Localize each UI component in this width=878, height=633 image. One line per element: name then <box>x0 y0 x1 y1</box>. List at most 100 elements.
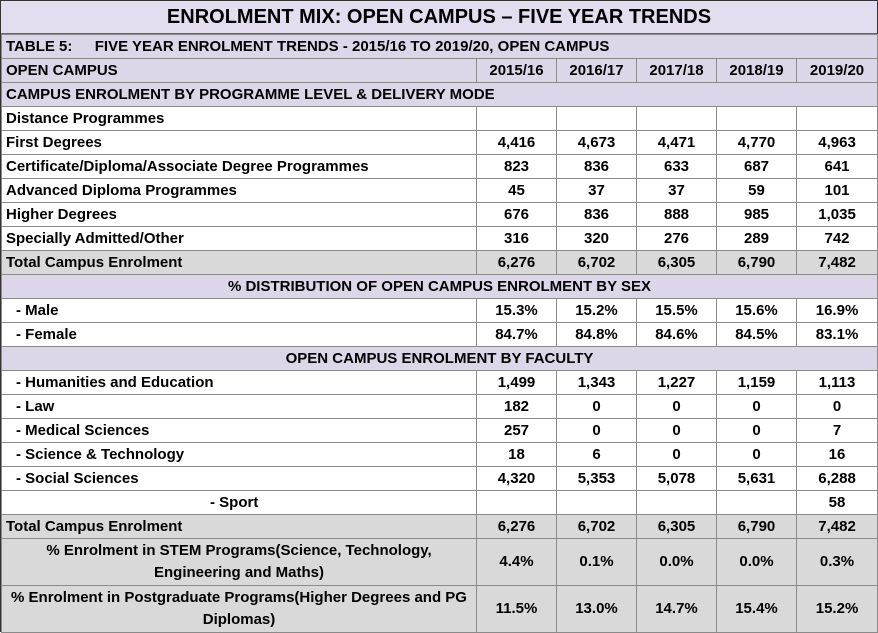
row-label: - Medical Sciences <box>1 418 477 443</box>
row-label: - Sport <box>1 490 477 515</box>
table-caption-text: FIVE YEAR ENROLMENT TRENDS - 2015/16 TO … <box>94 38 610 55</box>
value-cell: 1,343 <box>556 370 637 395</box>
value-cell: 0 <box>636 418 717 443</box>
value-cell: 0 <box>636 394 717 419</box>
value-cell: 15.2% <box>795 585 878 633</box>
row-label: - Female <box>1 322 477 347</box>
value-cell: 676 <box>476 202 557 227</box>
row-label: Specially Admitted/Other <box>1 226 477 251</box>
value-cell: 4,471 <box>636 130 717 155</box>
value-cell: 0 <box>716 394 797 419</box>
table-row: - Social Sciences 4,320 5,353 5,078 5,631 6,2… <box>1 466 878 491</box>
value-cell: 58 <box>795 490 878 515</box>
value-cell: 18 <box>476 442 557 467</box>
value-cell: 45 <box>476 178 557 203</box>
section-title: OPEN CAMPUS ENROLMENT BY FACULTY <box>0 346 878 371</box>
table-row: - Law 182 0 0 0 0 <box>1 394 878 419</box>
row-label: Total Campus Enrolment <box>1 514 477 539</box>
value-cell: 6,305 <box>636 250 717 275</box>
value-cell: 888 <box>636 202 717 227</box>
value-cell: 84.7% <box>476 322 557 347</box>
value-cell: 7,482 <box>795 250 878 275</box>
row-label: - Male <box>1 298 477 323</box>
value-cell: 316 <box>476 226 557 251</box>
value-cell: 823 <box>476 154 557 179</box>
subheading-row: Distance Programmes <box>1 106 878 131</box>
enrolment-table: TABLE 5: FIVE YEAR ENROLMENT TRENDS - 20… <box>0 34 878 633</box>
value-cell: 320 <box>556 226 637 251</box>
row-label: Advanced Diploma Programmes <box>1 178 477 203</box>
value-cell: 687 <box>716 154 797 179</box>
value-cell: 0.3% <box>795 538 878 586</box>
value-cell: 5,078 <box>636 466 717 491</box>
row-label: - Humanities and Education <box>1 370 477 395</box>
year-header: 2016/17 <box>556 58 637 83</box>
value-cell: 7 <box>795 418 878 443</box>
value-cell: 182 <box>476 394 557 419</box>
table-row: First Degrees 4,416 4,673 4,471 4,770 4,963 <box>1 130 878 155</box>
table-row: - Female 84.7% 84.8% 84.6% 84.5% 83.1% <box>1 322 878 347</box>
value-cell: 15.5% <box>636 298 717 323</box>
table-row: Certificate/Diploma/Associate Degree Pro… <box>1 154 878 179</box>
value-cell: 84.8% <box>556 322 637 347</box>
value-cell: 641 <box>795 154 878 179</box>
total-row: Total Campus Enrolment 6,276 6,702 6,305 6,7… <box>1 250 878 275</box>
section-title-row: OPEN CAMPUS ENROLMENT BY FACULTY <box>0 346 878 371</box>
value-cell: 13.0% <box>556 585 637 633</box>
value-cell: 6 <box>556 442 637 467</box>
table-row: - Male 15.3% 15.2% 15.5% 15.6% 16.9% <box>1 298 878 323</box>
value-cell: 5,353 <box>556 466 637 491</box>
value-cell: 37 <box>636 178 717 203</box>
value-cell: 4,416 <box>476 130 557 155</box>
value-cell: 6,702 <box>556 514 637 539</box>
value-cell: 15.6% <box>716 298 797 323</box>
year-header: 2019/20 <box>795 58 878 83</box>
year-header: 2017/18 <box>636 58 717 83</box>
value-cell: 5,631 <box>716 466 797 491</box>
value-cell: 37 <box>556 178 637 203</box>
value-cell: 6,276 <box>476 250 557 275</box>
row-label: Certificate/Diploma/Associate Degree Pro… <box>1 154 477 179</box>
value-cell: 84.6% <box>636 322 717 347</box>
postgrad-row: % Enrolment in Postgraduate Programs(Hig… <box>1 585 878 633</box>
stem-row: % Enrolment in STEM Programs(Science, Te… <box>1 538 878 586</box>
value-cell: 15.4% <box>716 585 797 633</box>
value-cell: 1,227 <box>636 370 717 395</box>
value-cell: 6,790 <box>716 250 797 275</box>
page-title: ENROLMENT MIX: OPEN CAMPUS – FIVE YEAR T… <box>1 1 877 34</box>
row-label: Total Campus Enrolment <box>1 250 477 275</box>
value-cell: 59 <box>716 178 797 203</box>
table-row: - Science & Technology 18 6 0 0 16 <box>1 442 878 467</box>
row-label: First Degrees <box>1 130 477 155</box>
value-cell: 4,963 <box>795 130 878 155</box>
header-row: OPEN CAMPUS 2015/16 2016/17 2017/18 2018… <box>1 58 878 83</box>
value-cell: 16.9% <box>795 298 878 323</box>
value-cell: 0.1% <box>556 538 637 586</box>
value-cell: 6,790 <box>716 514 797 539</box>
value-cell: 742 <box>795 226 878 251</box>
year-header: 2015/16 <box>476 58 557 83</box>
total-row: Total Campus Enrolment 6,276 6,702 6,305 6,7… <box>1 514 878 539</box>
value-cell: 257 <box>476 418 557 443</box>
value-cell: 6,702 <box>556 250 637 275</box>
value-cell: 836 <box>556 154 637 179</box>
section-title-row: CAMPUS ENROLMENT BY PROGRAMME LEVEL & DE… <box>0 82 878 107</box>
value-cell: 14.7% <box>636 585 717 633</box>
value-cell: 0 <box>716 442 797 467</box>
value-cell: 1,499 <box>476 370 557 395</box>
table-row: Specially Admitted/Other 316 320 276 289 742 <box>1 226 878 251</box>
value-cell: 0 <box>795 394 878 419</box>
row-label: % Enrolment in Postgraduate Programs(Hig… <box>1 585 477 633</box>
value-cell <box>636 490 717 515</box>
value-cell: 1,113 <box>795 370 878 395</box>
value-cell: 84.5% <box>716 322 797 347</box>
value-cell: 0 <box>636 442 717 467</box>
value-cell: 0.0% <box>636 538 717 586</box>
value-cell: 1,159 <box>716 370 797 395</box>
row-label: - Science & Technology <box>1 442 477 467</box>
table-row: Higher Degrees 676 836 888 985 1,035 <box>1 202 878 227</box>
value-cell: 0 <box>556 418 637 443</box>
value-cell: 11.5% <box>476 585 557 633</box>
value-cell: 7,482 <box>795 514 878 539</box>
